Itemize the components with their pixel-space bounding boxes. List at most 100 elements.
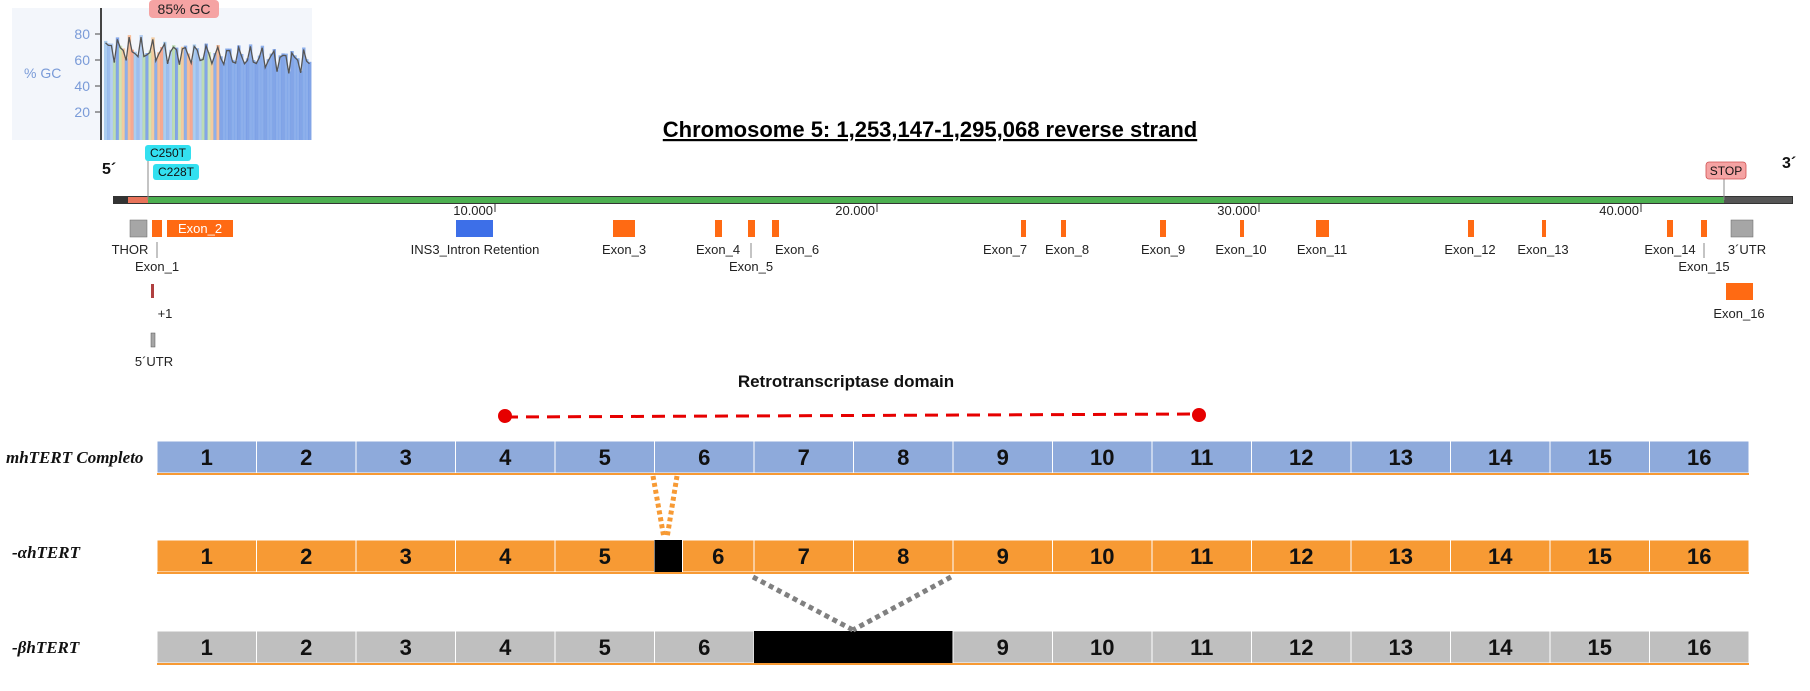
exon-10-label: Exon_10 [1215, 242, 1266, 257]
gc-stripe [183, 45, 188, 140]
gc-stripe [121, 48, 126, 140]
gc-stripe [127, 35, 132, 140]
ins3-label: INS3_Intron Retention [411, 242, 540, 257]
gc-stripe [243, 61, 247, 140]
thor-block [129, 219, 148, 238]
c228t-label: C228T [158, 165, 195, 179]
exon-2-block [167, 220, 233, 237]
gc-stripe [166, 61, 170, 140]
exon-1-block [152, 220, 162, 237]
exon-segment-number: 11 [1190, 445, 1213, 470]
exon-segment-number: 13 [1389, 635, 1413, 660]
deleted-region [654, 540, 683, 572]
gc-tick-40: 40 [74, 78, 90, 94]
ins3-block [456, 220, 493, 237]
scale-30000: 30.000 [1217, 203, 1257, 218]
rt-domain-start-dot [498, 409, 512, 423]
gc-stripe [234, 61, 238, 140]
gc-stripe [228, 48, 232, 140]
exon-2-label: Exon_2 [178, 221, 222, 236]
exon-segment-number: 2 [300, 544, 312, 569]
exon-12-block [1468, 220, 1474, 237]
gc-stripe [175, 47, 179, 140]
exon-segment-number: 16 [1687, 635, 1711, 660]
utr5-block [150, 332, 156, 348]
beta-connector-left [751, 574, 855, 633]
five-prime-label: 5´ [102, 161, 116, 178]
gc-stripe [180, 46, 185, 140]
gc-stripe [231, 59, 235, 140]
exon-segment [1649, 440, 1750, 474]
exon-13-label: Exon_13 [1517, 242, 1568, 257]
gc-badge-text: 85% GC [158, 1, 211, 17]
exon-segment [455, 630, 556, 664]
exon-segment-number: 9 [997, 635, 1009, 660]
gc-stripe [219, 56, 223, 140]
exon-segment [1350, 630, 1451, 664]
exon-12-label: Exon_12 [1444, 242, 1495, 257]
exon-segment-number: 4 [499, 544, 512, 569]
exon-segment-number: 11 [1190, 635, 1213, 660]
exon-4-block [715, 220, 722, 237]
exon-segment [654, 440, 755, 474]
exon-segment-number: 14 [1488, 544, 1513, 569]
features: Exon_2 THOR Exon_1 +1 5´UTR INS3_Intron … [112, 219, 1766, 369]
gc-stripe [109, 43, 114, 140]
gc-stripe [139, 35, 143, 140]
gc-badge [149, 0, 219, 18]
scale-10000: 10.000 [453, 203, 493, 218]
exon-15-label: Exon_15 [1678, 259, 1729, 274]
exon-segment-number: 14 [1488, 445, 1513, 470]
gc-stripe [201, 57, 205, 140]
gc-stripe [213, 53, 217, 140]
exon-segment-number: 7 [798, 445, 810, 470]
exon-8-label: Exon_8 [1045, 242, 1089, 257]
exon-7-label: Exon_7 [983, 242, 1027, 257]
exon-segment-number: 9 [997, 445, 1009, 470]
exon-segment-number: 1 [201, 635, 213, 660]
gc-stripe [263, 65, 268, 140]
exon-segment [1549, 630, 1650, 664]
utr3-label: 3´UTR [1728, 242, 1766, 257]
exon-10-block [1240, 220, 1244, 237]
chromosome-title: Chromosome 5: 1,253,147-1,295,068 revers… [663, 117, 1197, 142]
exon-segment-number: 16 [1687, 544, 1711, 569]
exon-segment-number: 12 [1289, 445, 1313, 470]
gc-stripe [151, 37, 155, 140]
exon-segment-number: 10 [1090, 445, 1114, 470]
exon-segment [256, 539, 357, 573]
row-label-full: mhTERT Completo [6, 448, 143, 467]
exon-segment [256, 630, 357, 664]
gc-stripe [118, 45, 123, 141]
exon-segment-number: 6 [712, 544, 724, 569]
gc-stripe [305, 59, 309, 141]
gc-stripe [145, 53, 149, 140]
exon-segment-number: 12 [1289, 544, 1313, 569]
thor-label: THOR [112, 242, 149, 257]
exon-segment [853, 539, 954, 573]
exon-9-block [1160, 220, 1166, 237]
exon-segment-number: 9 [997, 544, 1009, 569]
exon-segment-number: 8 [897, 445, 909, 470]
gc-stripe [104, 40, 108, 140]
scale-20000: 20.000 [835, 203, 875, 218]
c228t-badge [153, 164, 199, 180]
exon-segment-number: 4 [499, 445, 512, 470]
exon-segment-number: 2 [300, 635, 312, 660]
exon-5-block [748, 220, 755, 237]
plus1-marker [151, 284, 154, 298]
exon-6-label: Exon_6 [775, 242, 819, 257]
exon-8-block [1061, 220, 1066, 237]
alpha-connector-right [664, 475, 680, 539]
rt-domain-end-dot [1192, 408, 1206, 422]
gc-stripe [157, 52, 161, 141]
exon-3-block [613, 220, 635, 237]
beta-connector-right [851, 574, 953, 633]
gc-stripe [148, 50, 152, 140]
exon-3-label: Exon_3 [602, 242, 646, 257]
gc-stripe [225, 48, 229, 140]
gc-stripe [254, 61, 259, 140]
gc-stripe [293, 55, 297, 140]
exon-segment-number: 11 [1190, 544, 1213, 569]
exon-segment [156, 440, 257, 474]
